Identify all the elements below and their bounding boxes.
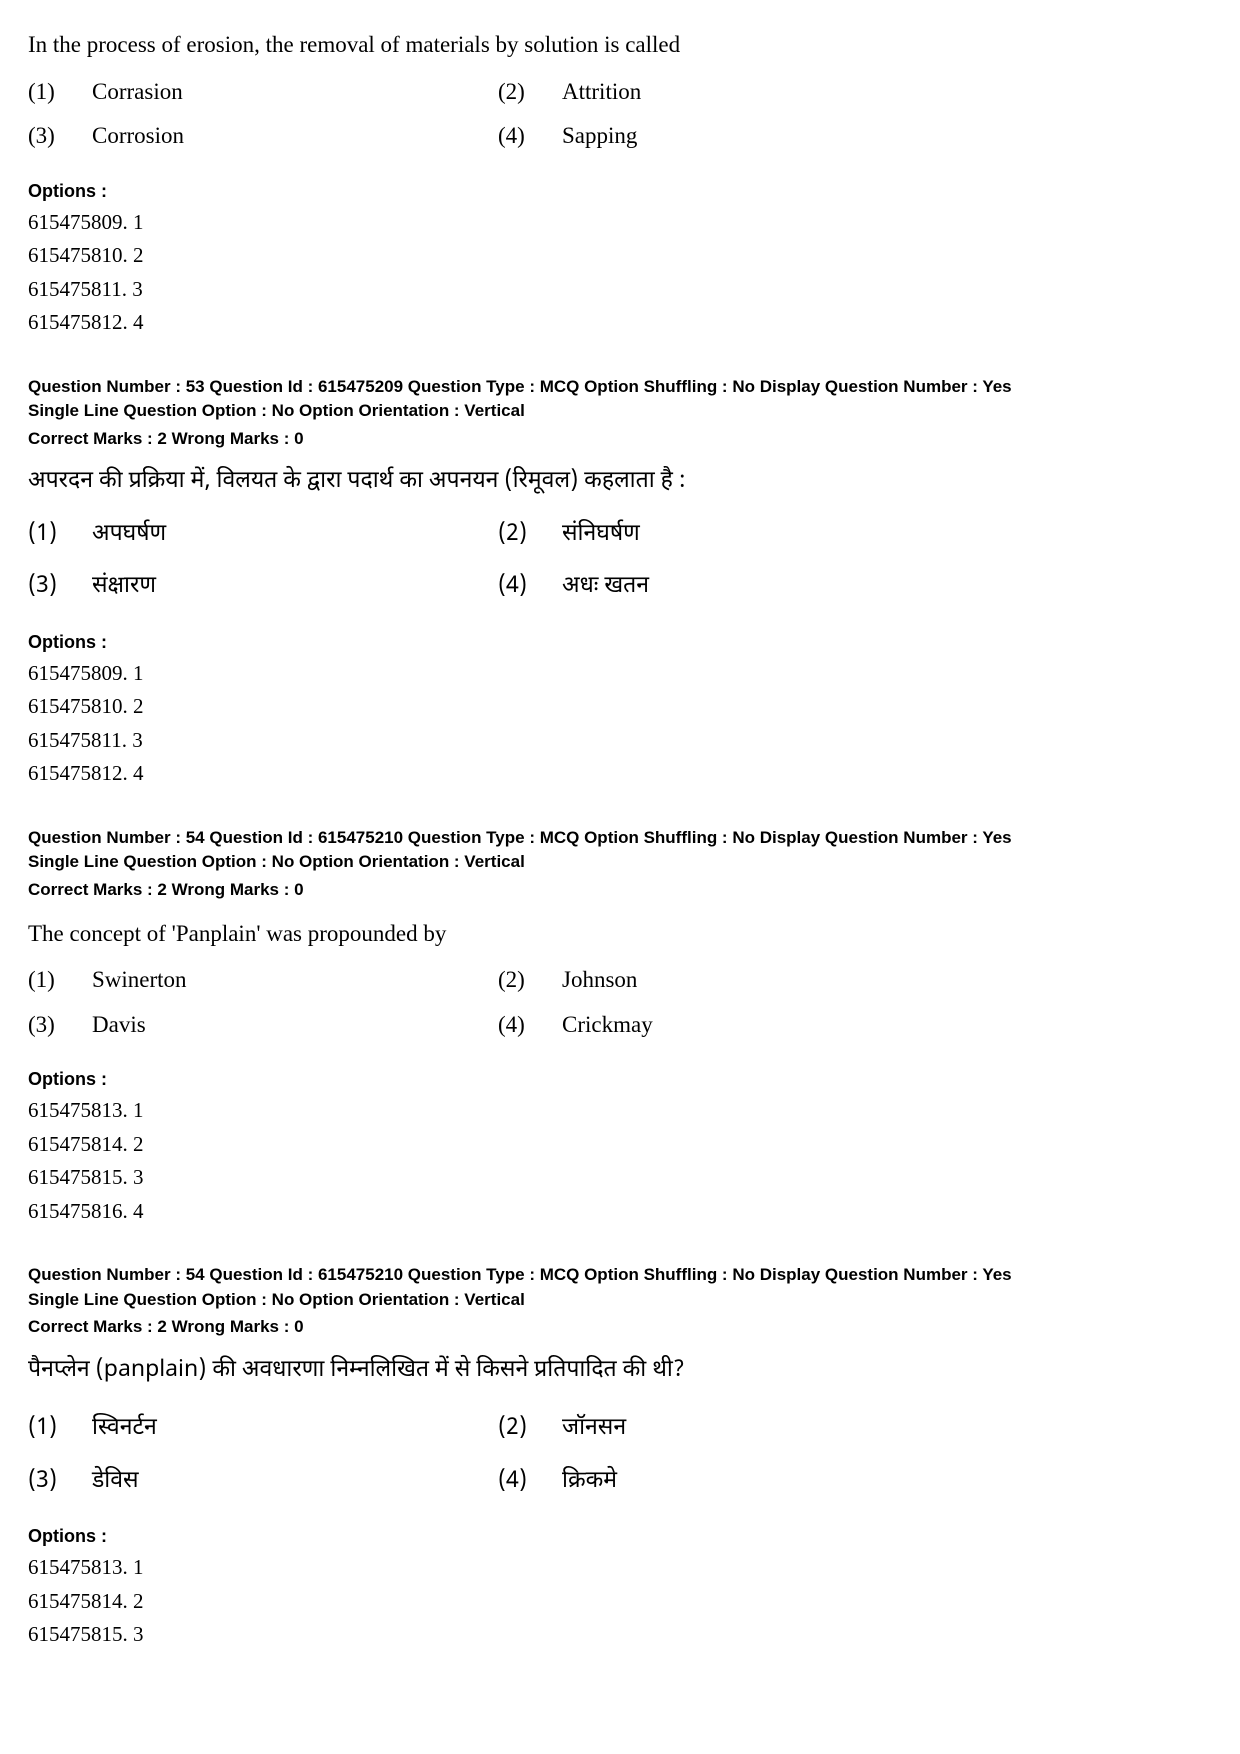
answer-number: (2) xyxy=(498,75,532,110)
answer-choice: (3) डेविस xyxy=(28,1465,458,1500)
answer-number: (2) xyxy=(498,1412,532,1447)
answer-choice: (2) Johnson xyxy=(498,963,928,998)
answer-grid: (1) अपघर्षण (2) संनिघर्षण (3) संक्षारण (4) अ… xyxy=(28,518,928,605)
option-line: 615475812. 4 xyxy=(28,758,1212,790)
answer-text: अपघर्षण xyxy=(92,518,166,553)
option-line: 615475811. 3 xyxy=(28,725,1212,757)
question-metadata: Question Number : 53 Question Id : 61547… xyxy=(28,375,1212,424)
option-line: 615475813. 1 xyxy=(28,1552,1212,1584)
answer-number: (1) xyxy=(28,1412,62,1447)
options-label: Options : xyxy=(28,178,1212,205)
meta-line: Question Number : 54 Question Id : 61547… xyxy=(28,826,1212,851)
option-line: 615475809. 1 xyxy=(28,658,1212,690)
answer-choice: (3) संक्षारण xyxy=(28,570,458,605)
options-label: Options : xyxy=(28,1066,1212,1093)
answer-choice: (4) Crickmay xyxy=(498,1008,928,1043)
answer-choice: (2) संनिघर्षण xyxy=(498,518,928,553)
question-text: अपरदन की प्रक्रिया में, विलयत के द्वारा … xyxy=(28,465,1212,500)
answer-choice: (3) Davis xyxy=(28,1008,458,1043)
answer-text: स्विनर्टन xyxy=(92,1412,157,1447)
answer-number: (1) xyxy=(28,518,62,553)
option-line: 615475815. 3 xyxy=(28,1619,1212,1651)
answer-grid: (1) स्विनर्टन (2) जॉनसन (3) डेविस (4) क्रिकम… xyxy=(28,1412,928,1499)
answer-choice: (3) Corrosion xyxy=(28,119,458,154)
question-text: In the process of erosion, the removal o… xyxy=(28,28,1212,63)
answer-text: संनिघर्षण xyxy=(562,518,640,553)
answer-grid: (1) Swinerton (2) Johnson (3) Davis (4) Cric… xyxy=(28,963,928,1042)
option-line: 615475812. 4 xyxy=(28,307,1212,339)
option-line: 615475815. 3 xyxy=(28,1162,1212,1194)
answer-choice: (4) अधः खतन xyxy=(498,570,928,605)
answer-number: (4) xyxy=(498,1008,532,1043)
question-metadata: Question Number : 54 Question Id : 61547… xyxy=(28,1263,1212,1312)
question-metadata: Question Number : 54 Question Id : 61547… xyxy=(28,826,1212,875)
answer-text: Crickmay xyxy=(562,1008,653,1043)
meta-line: Question Number : 53 Question Id : 61547… xyxy=(28,375,1212,400)
option-line: 615475810. 2 xyxy=(28,240,1212,272)
answer-number: (3) xyxy=(28,119,62,154)
question-text: The concept of 'Panplain' was propounded… xyxy=(28,917,1212,952)
meta-line: Question Number : 54 Question Id : 61547… xyxy=(28,1263,1212,1288)
answer-text: Corrosion xyxy=(92,119,184,154)
marks-line: Correct Marks : 2 Wrong Marks : 0 xyxy=(28,877,1212,903)
meta-line: Single Line Question Option : No Option … xyxy=(28,850,1212,875)
answer-text: Swinerton xyxy=(92,963,187,998)
answer-choice: (2) जॉनसन xyxy=(498,1412,928,1447)
answer-text: Corrasion xyxy=(92,75,183,110)
answer-number: (1) xyxy=(28,75,62,110)
option-line: 615475809. 1 xyxy=(28,207,1212,239)
answer-choice: (4) Sapping xyxy=(498,119,928,154)
answer-text: Attrition xyxy=(562,75,641,110)
answer-text: क्रिकमे xyxy=(562,1465,617,1500)
answer-text: Sapping xyxy=(562,119,637,154)
meta-line: Single Line Question Option : No Option … xyxy=(28,1288,1212,1313)
answer-choice: (1) स्विनर्टन xyxy=(28,1412,458,1447)
option-line: 615475810. 2 xyxy=(28,691,1212,723)
marks-line: Correct Marks : 2 Wrong Marks : 0 xyxy=(28,426,1212,452)
answer-text: जॉनसन xyxy=(562,1412,626,1447)
answer-text: संक्षारण xyxy=(92,570,156,605)
option-line: 615475814. 2 xyxy=(28,1129,1212,1161)
answer-number: (3) xyxy=(28,1008,62,1043)
answer-number: (3) xyxy=(28,1465,62,1500)
answer-choice: (1) Corrasion xyxy=(28,75,458,110)
answer-number: (4) xyxy=(498,119,532,154)
answer-number: (1) xyxy=(28,963,62,998)
answer-text: अधः खतन xyxy=(562,570,649,605)
option-line: 615475813. 1 xyxy=(28,1095,1212,1127)
answer-choice: (4) क्रिकमे xyxy=(498,1465,928,1500)
answer-choice: (1) Swinerton xyxy=(28,963,458,998)
option-line: 615475816. 4 xyxy=(28,1196,1212,1228)
answer-number: (2) xyxy=(498,518,532,553)
question-text: पैनप्लेन (panplain) की अवधारणा निम्नलिखि… xyxy=(28,1354,1212,1389)
answer-number: (4) xyxy=(498,1465,532,1500)
options-label: Options : xyxy=(28,1523,1212,1550)
answer-text: Johnson xyxy=(562,963,637,998)
meta-line: Single Line Question Option : No Option … xyxy=(28,399,1212,424)
answer-number: (2) xyxy=(498,963,532,998)
answer-number: (4) xyxy=(498,570,532,605)
answer-number: (3) xyxy=(28,570,62,605)
answer-text: डेविस xyxy=(92,1465,139,1500)
marks-line: Correct Marks : 2 Wrong Marks : 0 xyxy=(28,1314,1212,1340)
answer-choice: (2) Attrition xyxy=(498,75,928,110)
answer-text: Davis xyxy=(92,1008,146,1043)
answer-grid: (1) Corrasion (2) Attrition (3) Corrosion (… xyxy=(28,75,928,154)
options-label: Options : xyxy=(28,629,1212,656)
option-line: 615475814. 2 xyxy=(28,1586,1212,1618)
option-line: 615475811. 3 xyxy=(28,274,1212,306)
answer-choice: (1) अपघर्षण xyxy=(28,518,458,553)
